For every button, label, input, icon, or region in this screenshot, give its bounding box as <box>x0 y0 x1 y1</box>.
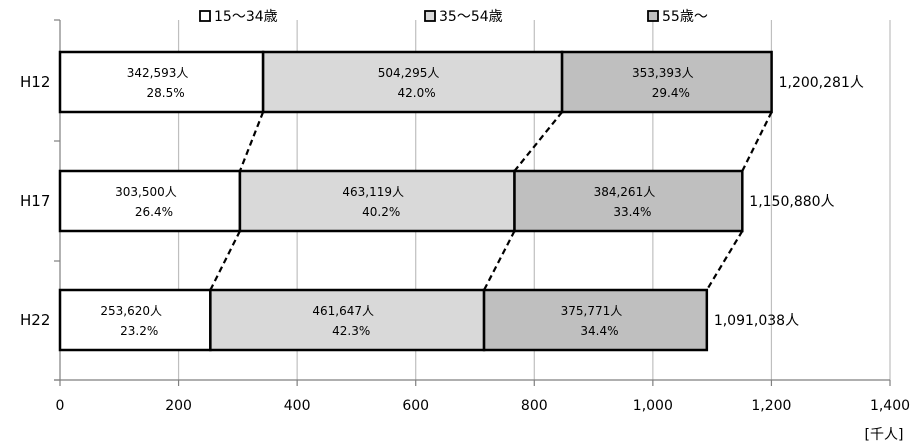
legend: 15〜34歳 35〜54歳 55歳〜 <box>199 9 708 25</box>
bar-segment <box>58 169 242 233</box>
x-tick-label: 1,000 <box>633 398 673 414</box>
segment-percent-label: 42.3% <box>332 324 370 338</box>
bar-segment <box>58 288 212 352</box>
segment-percent-label: 29.4% <box>652 86 690 100</box>
x-tick-label: 600 <box>402 398 429 414</box>
bar-segment <box>209 288 486 352</box>
segment-percent-label: 40.2% <box>362 205 400 219</box>
x-tick-label: 1,400 <box>870 398 910 414</box>
category-label: H22 <box>20 311 50 329</box>
bar-segment <box>560 50 773 114</box>
series-connector-line <box>741 111 773 172</box>
segment-percent-label: 23.2% <box>120 324 158 338</box>
segment-percent-label: 34.4% <box>580 324 618 338</box>
segment-percent-label: 33.4% <box>613 205 651 219</box>
legend-label: 15〜34歳 <box>214 9 278 25</box>
x-tick-label: 400 <box>284 398 311 414</box>
x-tick-label: 800 <box>521 398 548 414</box>
segment-value-label: 253,620人 <box>100 304 162 318</box>
segment-value-label: 303,500人 <box>115 185 177 199</box>
bar-segment <box>261 50 564 114</box>
legend-label: 55歳〜 <box>662 9 708 25</box>
series-connector-line <box>238 111 265 172</box>
legend-swatch <box>647 10 659 22</box>
segment-value-label: 463,119人 <box>342 185 404 199</box>
segment-value-label: 375,771人 <box>561 304 623 318</box>
x-tick-label: 1,200 <box>751 398 791 414</box>
x-axis-unit-label: [千人] <box>865 427 904 443</box>
legend-swatch <box>199 10 211 22</box>
segment-value-label: 504,295人 <box>378 66 440 80</box>
segment-value-label: 384,261人 <box>594 185 656 199</box>
legend-swatch <box>424 10 436 22</box>
x-tick-label: 0 <box>56 398 65 414</box>
bars: H12 342,593人 28.5% 504,295人 42.0% 353,393人 29.… <box>20 50 864 352</box>
category-label: H12 <box>20 73 50 91</box>
series-connectors <box>209 111 773 291</box>
legend-label: 35〜54歳 <box>439 9 503 25</box>
segment-value-label: 461,647人 <box>312 304 374 318</box>
segment-percent-label: 26.4% <box>135 205 173 219</box>
bar-segment <box>482 288 709 352</box>
series-connector-line <box>513 111 563 172</box>
segment-value-label: 353,393人 <box>632 66 694 80</box>
bar-segment <box>513 169 744 233</box>
segment-percent-label: 28.5% <box>146 86 184 100</box>
segment-percent-label: 42.0% <box>398 86 436 100</box>
total-label: 1,091,038人 <box>714 313 799 329</box>
total-label: 1,200,281人 <box>779 75 864 91</box>
bar-segment <box>58 50 265 114</box>
segment-value-label: 342,593人 <box>127 66 189 80</box>
series-connector-line <box>209 230 241 291</box>
bar-segment <box>238 169 516 233</box>
x-axis: 0 200 400 600 800 1,000 1,200 1,400 <box>54 379 910 414</box>
series-connector-line <box>705 230 744 291</box>
category-label: H17 <box>20 192 50 210</box>
x-tick-label: 200 <box>165 398 192 414</box>
series-connector-line <box>483 230 516 291</box>
total-label: 1,150,880人 <box>749 194 834 210</box>
